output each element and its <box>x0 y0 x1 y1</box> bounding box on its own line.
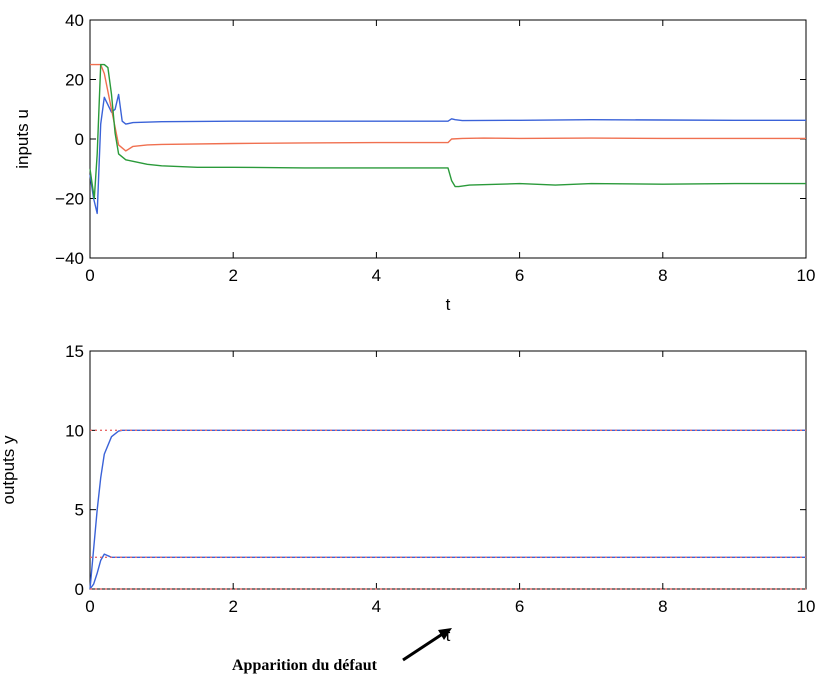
fault-annotation: Apparition du défaut <box>232 628 452 674</box>
x-axis-label: t <box>446 626 451 645</box>
y-tick-label: 0 <box>75 580 84 599</box>
series-line-3 <box>89 63 806 200</box>
x-tick-label: 6 <box>515 597 524 616</box>
y-tick-label: −20 <box>55 190 84 209</box>
y-axis-label: inputs u <box>13 109 32 169</box>
bottom-axes-outputs: 0 2 4 6 8 10 0 5 10 15 t outputs y <box>0 342 815 645</box>
y-axis-label: outputs y <box>0 435 18 504</box>
top-axes-inputs: 0 2 4 6 8 10 −40 −20 0 20 40 t inputs u <box>13 11 815 314</box>
x-tick-label: 2 <box>228 597 237 616</box>
x-axis-label: t <box>446 295 451 314</box>
y-tick-label: 0 <box>75 130 84 149</box>
x-tick-label: 6 <box>515 266 524 285</box>
y-tick-label: 15 <box>65 342 84 361</box>
x-tick-label: 10 <box>797 597 816 616</box>
y-tick-label: −40 <box>55 249 84 268</box>
x-tick-label: 2 <box>228 266 237 285</box>
fault-annotation-arrow <box>402 631 445 662</box>
x-tick-label: 8 <box>658 266 667 285</box>
x-tick-label: 0 <box>85 597 94 616</box>
y-tick-label: 10 <box>65 421 84 440</box>
x-tick-label: 10 <box>797 266 816 285</box>
y-tick-label: 40 <box>65 11 84 30</box>
x-tick-label: 8 <box>658 597 667 616</box>
y-tick-label: 20 <box>65 71 84 90</box>
fault-annotation-arrowhead <box>438 628 452 640</box>
series-line-2 <box>89 553 806 590</box>
series-line-1 <box>89 93 806 215</box>
x-tick-label: 4 <box>372 266 381 285</box>
fault-annotation-label: Apparition du défaut <box>232 657 378 674</box>
axes-frame <box>89 350 807 590</box>
x-tick-label: 4 <box>372 597 381 616</box>
y-tick-label: 5 <box>75 501 84 520</box>
x-tick-label: 0 <box>85 266 94 285</box>
